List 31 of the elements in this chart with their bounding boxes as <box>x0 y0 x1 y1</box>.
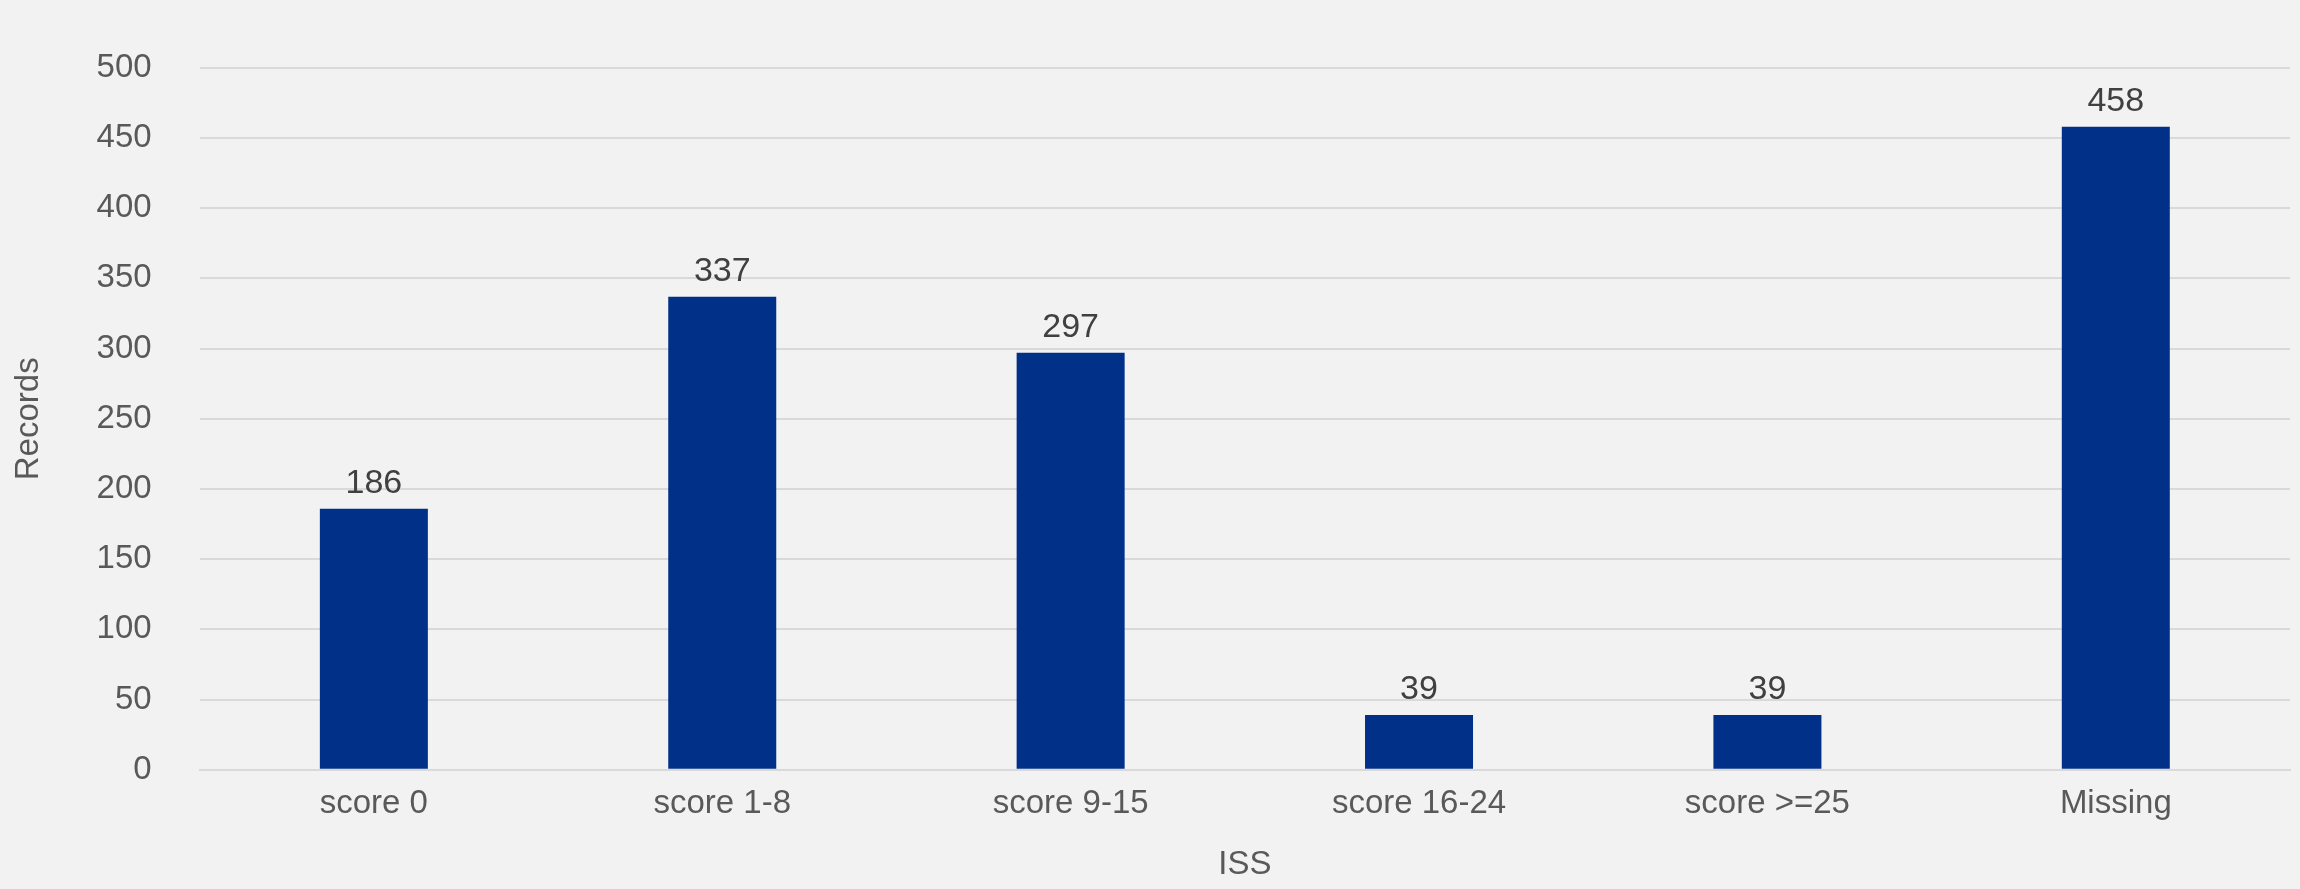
x-tick-label: score 1-8 <box>653 782 792 820</box>
bar <box>1365 715 1474 769</box>
y-tick-label: 250 <box>96 397 152 435</box>
data-label: 337 <box>693 250 751 289</box>
y-tick-label: 400 <box>96 187 152 225</box>
x-axis-title: ISS <box>1218 844 1272 882</box>
x-tick-label: score 16-24 <box>1331 782 1507 820</box>
x-tick-label: score 9-15 <box>992 782 1149 820</box>
data-label: 39 <box>1748 668 1787 707</box>
bar <box>1016 352 1125 769</box>
y-tick-label: 450 <box>96 117 152 155</box>
data-label: 297 <box>1042 306 1099 345</box>
y-tick-label: 0 <box>133 748 152 786</box>
bar <box>2061 126 2170 769</box>
x-tick-label: score >=25 <box>1684 782 1850 820</box>
y-tick-label: 150 <box>96 538 152 576</box>
y-tick-label: 50 <box>114 678 152 716</box>
data-label: 458 <box>2087 80 2145 119</box>
y-axis-title: Records <box>7 357 45 481</box>
y-tick-label: 350 <box>96 257 152 295</box>
bar <box>1713 715 1822 769</box>
y-tick-label: 500 <box>96 46 152 84</box>
y-tick-label: 100 <box>96 608 152 646</box>
data-label: 39 <box>1400 668 1438 707</box>
bar <box>319 508 428 769</box>
data-label: 186 <box>345 462 403 501</box>
bar <box>668 296 777 769</box>
x-tick-label: score 0 <box>319 782 428 820</box>
x-tick-label: Missing <box>2059 782 2172 820</box>
y-tick-label: 300 <box>96 327 152 365</box>
y-tick-label: 200 <box>96 468 152 506</box>
